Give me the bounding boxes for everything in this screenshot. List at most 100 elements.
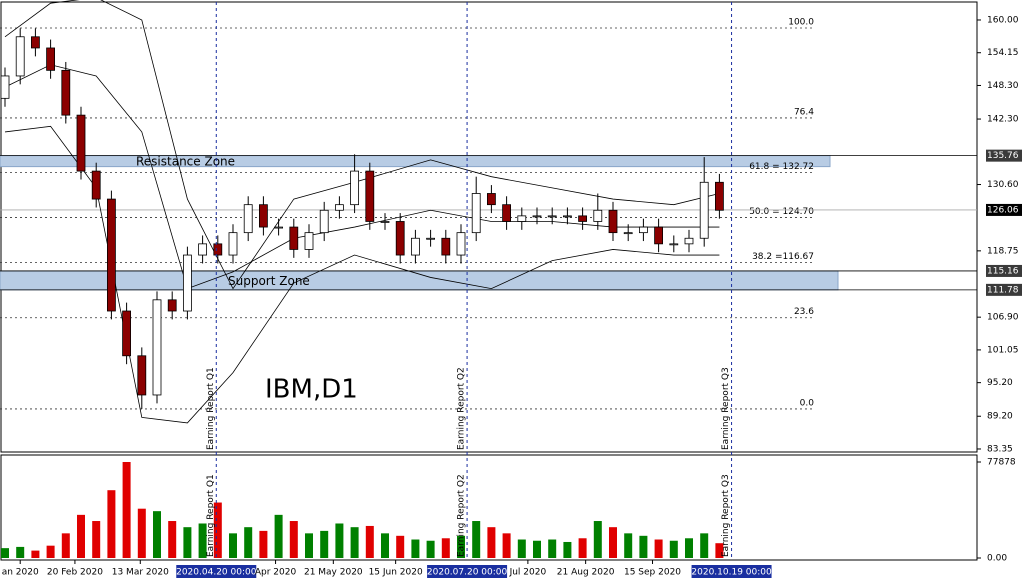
volume-bar	[274, 514, 283, 558]
fib-label: 23.6	[794, 307, 814, 317]
volume-bar	[715, 543, 724, 558]
volume-bar	[153, 511, 161, 558]
y-tick-label: 89.20	[987, 412, 1013, 422]
y-tick-label: 154.15	[987, 48, 1019, 58]
volume-tick-label: 0.00	[987, 554, 1007, 564]
candle-body	[15, 36, 25, 77]
candle-body	[715, 181, 724, 211]
volume-bar	[563, 541, 572, 558]
candle-body	[91, 170, 101, 200]
price-tag	[986, 149, 1022, 162]
x-tick-label: 15 Sep 2020	[624, 568, 681, 578]
candle-body	[486, 193, 496, 206]
volume-bar	[320, 530, 329, 558]
x-tick-label: Jul 2020	[509, 568, 547, 578]
volume-bar	[16, 546, 25, 558]
event-label: Earning Report Q3	[721, 367, 731, 450]
event-label: Earning Report Q2	[457, 474, 467, 557]
candle-body	[61, 69, 71, 116]
candle-body	[107, 198, 116, 312]
volume-bar	[441, 538, 450, 558]
candle-body	[593, 209, 603, 222]
fib-label: 61.8 = 132.72	[749, 162, 814, 172]
volume-bar	[259, 530, 268, 558]
volume-bar	[685, 538, 693, 558]
candle-body	[608, 209, 618, 234]
y-tick-label: 148.30	[987, 81, 1019, 91]
volume-bar	[92, 521, 101, 558]
price-tag-label: 115.16	[987, 266, 1019, 276]
volume-bar	[654, 539, 663, 558]
volume-bar	[213, 502, 222, 558]
x-tick-label: 15 Jun 2020	[369, 568, 423, 578]
volume-bar	[137, 508, 146, 558]
volume-bar	[517, 539, 526, 558]
y-tick-label: 130.60	[987, 180, 1019, 190]
volume-bar	[183, 527, 192, 558]
volume-panel	[0, 454, 978, 561]
candle-body	[152, 299, 162, 396]
volume-bar	[289, 521, 298, 558]
x-tick-label: 20 Feb 2020	[47, 568, 103, 578]
price-tag-label: 111.78	[987, 285, 1019, 295]
event-date: 2020.04.20 00:00	[176, 568, 257, 578]
chart-title: IBM,D1	[265, 375, 358, 405]
volume-bar	[168, 521, 177, 558]
volume-bar	[578, 538, 587, 558]
candle-body	[0, 75, 10, 99]
price-tag	[986, 283, 1022, 296]
fib-label: 100.0	[788, 17, 814, 27]
candle-body	[684, 237, 694, 245]
volume-bar	[61, 533, 70, 558]
candle-body	[289, 226, 299, 250]
volume-bar	[548, 539, 557, 558]
event-date-tag	[691, 565, 772, 578]
candle-body	[578, 215, 587, 222]
candle-body	[167, 299, 177, 312]
candle-body	[76, 114, 86, 172]
event-date: 2020.07.20 00:00	[427, 568, 508, 578]
volume-bar	[122, 462, 131, 558]
price-panel	[0, 1, 978, 453]
event-label: Earning Report Q1	[206, 474, 216, 557]
candle-body	[563, 215, 572, 218]
volume-bar	[107, 490, 116, 558]
volume-bar	[609, 527, 617, 558]
volume-bar	[1, 548, 9, 558]
price-tag-label: 135.76	[987, 151, 1019, 161]
zone-label: Resistance Zone	[136, 155, 235, 169]
x-tick-label: 13 Mar 2020	[112, 568, 169, 578]
x-tick-label: an 2020	[2, 568, 39, 578]
candle-body	[122, 310, 131, 357]
event-label: Earning Report Q2	[457, 367, 467, 450]
event-date-tag	[427, 565, 508, 578]
x-tick-label: 21 May 2020	[304, 568, 363, 578]
y-tick-label: 101.05	[987, 345, 1019, 355]
y-tick-label: 95.20	[987, 378, 1013, 388]
volume-bar	[365, 525, 374, 558]
volume-bar	[31, 550, 40, 558]
band-line	[4, 125, 720, 424]
volume-bar	[593, 521, 602, 558]
candle-body	[137, 355, 147, 396]
event-label: Earning Report Q1	[206, 367, 216, 450]
candle-body	[46, 47, 55, 71]
candle-body	[456, 232, 466, 256]
event-date: 2020.10.19 00:00	[691, 568, 772, 578]
volume-bar	[396, 535, 405, 558]
fib-label: 38.2 =116.67	[752, 252, 814, 262]
volume-bar	[335, 523, 344, 558]
candle-body	[654, 226, 663, 245]
volume-bar	[502, 533, 511, 558]
candle-body	[623, 232, 633, 235]
fib-label: 0.0	[800, 398, 815, 408]
volume-bar	[624, 533, 633, 558]
band-line	[4, 0, 720, 290]
volume-bar	[350, 527, 359, 558]
zone-label: Support Zone	[228, 274, 310, 288]
volume-tick-label: 77878	[987, 458, 1016, 468]
candle-body	[380, 221, 390, 223]
price-tag	[986, 203, 1022, 216]
